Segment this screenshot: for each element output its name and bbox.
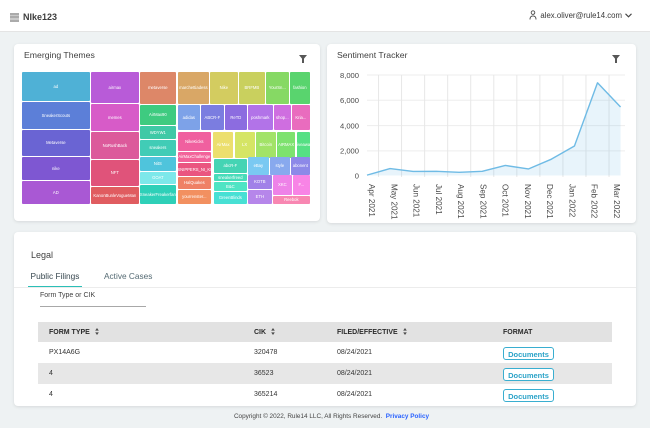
svg-text:2,000: 2,000 xyxy=(340,147,359,156)
svg-text:6,000: 6,000 xyxy=(340,96,359,105)
svg-text:Nov 2021: Nov 2021 xyxy=(523,184,532,219)
svg-text:Jan 2022: Jan 2022 xyxy=(567,184,576,218)
svg-text:May 2021: May 2021 xyxy=(389,184,398,220)
svg-text:Aug 2021: Aug 2021 xyxy=(456,184,465,219)
svg-text:Feb 2022: Feb 2022 xyxy=(590,184,599,219)
svg-text:Jul 2021: Jul 2021 xyxy=(434,184,443,215)
svg-text:Oct 2021: Oct 2021 xyxy=(501,184,510,217)
svg-text:0: 0 xyxy=(355,171,359,180)
svg-text:Apr 2021: Apr 2021 xyxy=(367,184,376,217)
svg-text:Sep 2021: Sep 2021 xyxy=(478,184,487,219)
svg-text:Jun 2021: Jun 2021 xyxy=(412,184,421,218)
svg-text:8,000: 8,000 xyxy=(340,71,359,80)
svg-text:4,000: 4,000 xyxy=(340,121,359,130)
svg-text:Dec 2021: Dec 2021 xyxy=(545,184,554,219)
svg-text:Mar 2022: Mar 2022 xyxy=(612,184,621,219)
